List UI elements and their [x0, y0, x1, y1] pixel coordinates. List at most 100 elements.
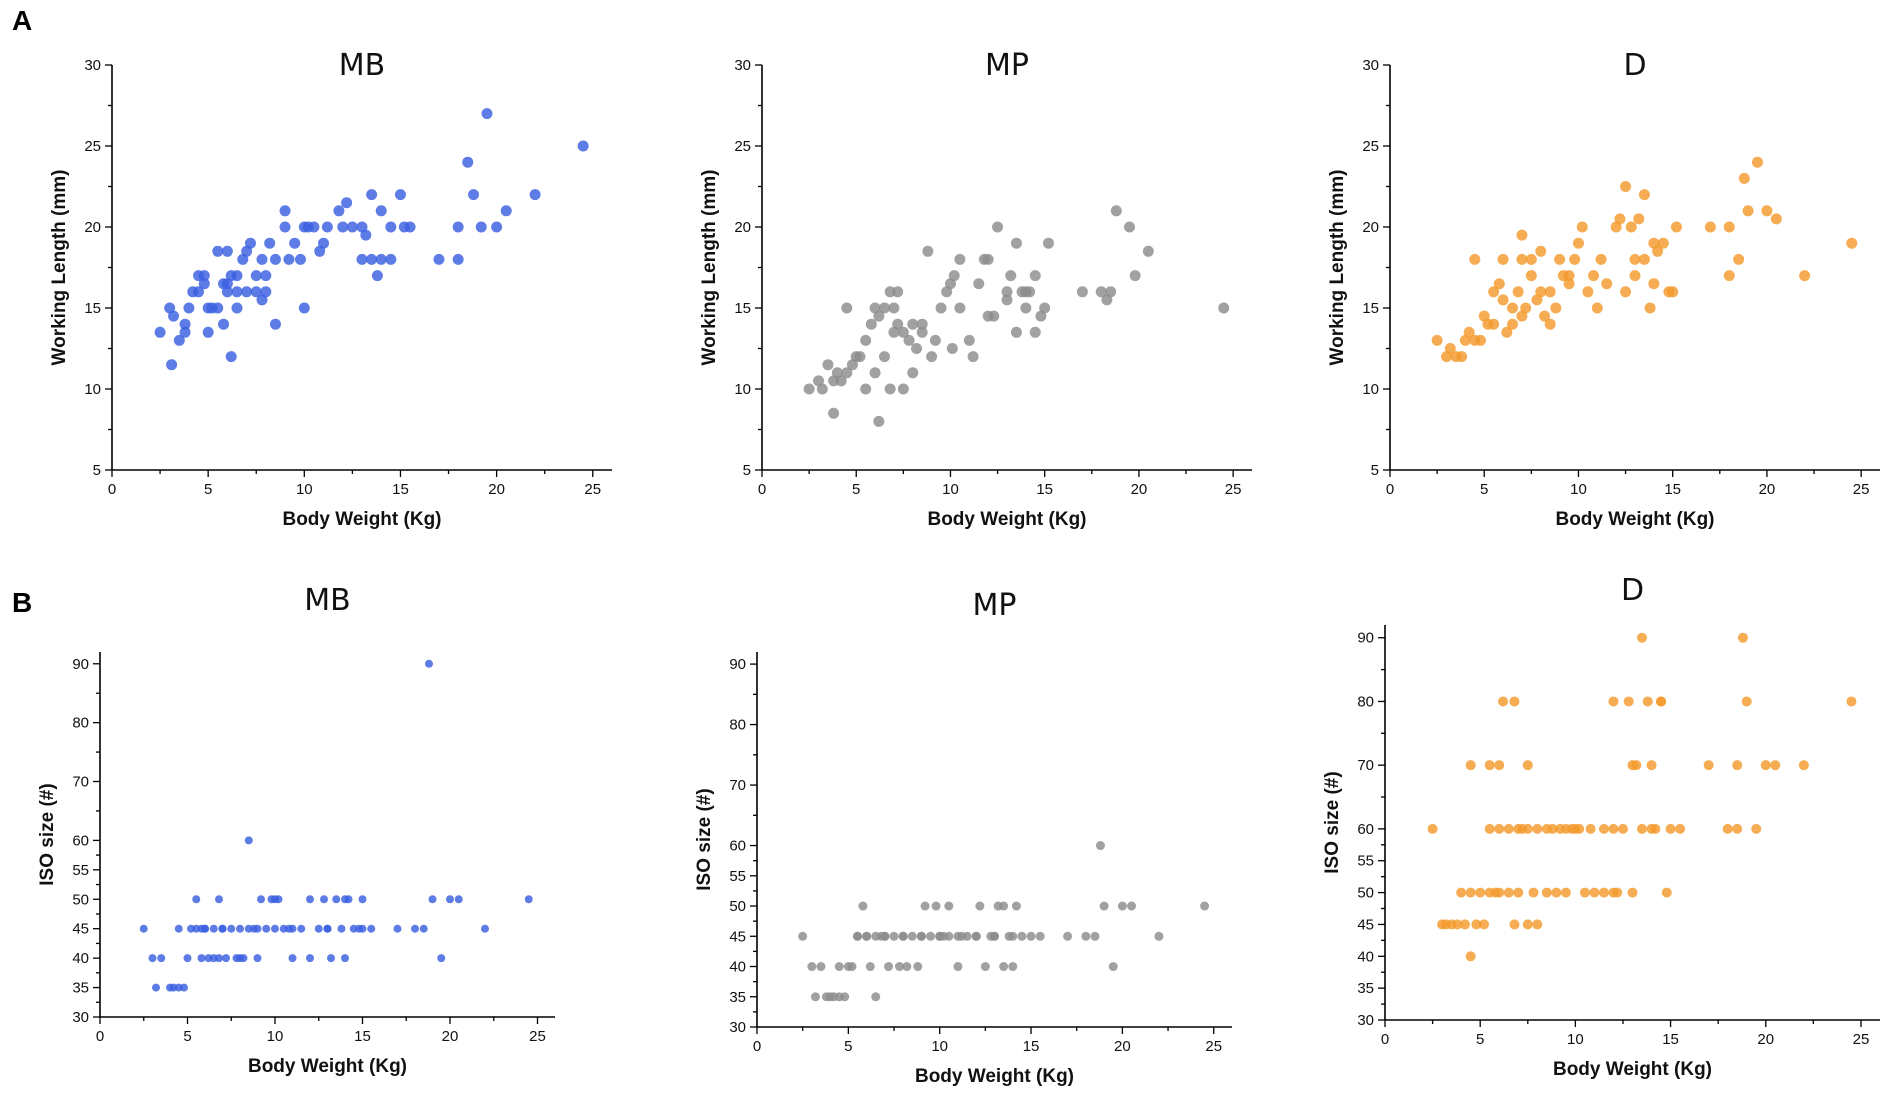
data-point — [860, 334, 872, 346]
data-point — [1620, 181, 1632, 192]
data-point — [332, 895, 341, 904]
y-tick-label: 45 — [729, 928, 746, 945]
data-point — [446, 895, 454, 904]
data-point — [183, 954, 192, 963]
data-point — [1017, 931, 1027, 941]
data-point — [897, 383, 909, 395]
data-point — [236, 954, 244, 963]
data-point — [1218, 302, 1230, 314]
x-tick-label: 10 — [1570, 481, 1587, 498]
data-point — [1642, 696, 1653, 707]
x-tick-label: 20 — [1114, 1038, 1131, 1055]
data-point — [1501, 326, 1513, 338]
data-point — [154, 326, 166, 338]
data-point — [1494, 823, 1505, 834]
data-point — [1512, 286, 1524, 298]
data-point — [911, 343, 923, 354]
data-point — [935, 931, 945, 941]
x-tick-label: 5 — [844, 1038, 852, 1055]
data-point — [288, 924, 297, 933]
x-tick-label: 20 — [1757, 1031, 1774, 1048]
y-tick-label: 15 — [734, 300, 751, 317]
x-tick-label: 25 — [529, 1028, 546, 1045]
data-point — [452, 253, 464, 265]
data-point — [1752, 156, 1763, 168]
data-point — [935, 302, 947, 314]
y-axis-label: ISO size (#) — [1322, 771, 1343, 873]
data-point — [840, 992, 850, 1002]
data-point — [577, 140, 589, 152]
data-point — [1582, 286, 1594, 298]
data-point — [1465, 951, 1476, 962]
y-tick-label: 30 — [729, 1019, 746, 1036]
data-point — [1498, 696, 1509, 707]
data-point — [308, 221, 320, 233]
data-point — [320, 895, 328, 904]
data-point — [1732, 760, 1743, 771]
data-point — [992, 221, 1004, 233]
data-point — [1661, 887, 1672, 898]
data-point — [1516, 253, 1528, 265]
data-point — [279, 221, 291, 233]
data-point — [174, 924, 183, 933]
data-point — [385, 221, 397, 233]
data-point — [869, 367, 881, 379]
data-point — [1799, 270, 1811, 282]
y-tick-label: 35 — [729, 989, 746, 1006]
data-point — [346, 221, 358, 233]
data-point — [907, 367, 919, 379]
x-tick-label: 0 — [1381, 1031, 1389, 1048]
y-axis-label: ISO size (#) — [37, 783, 58, 885]
data-point — [807, 962, 817, 972]
data-point — [1737, 632, 1748, 643]
data-point — [948, 270, 960, 282]
data-point — [231, 270, 243, 282]
data-point — [337, 924, 346, 933]
data-point — [1629, 253, 1641, 265]
data-point — [1525, 270, 1537, 282]
data-point — [1507, 302, 1518, 314]
x-tick-label: 0 — [758, 481, 766, 498]
data-point — [953, 962, 963, 972]
y-tick-label: 10 — [1362, 381, 1379, 398]
data-point — [366, 253, 378, 265]
x-tick-label: 20 — [488, 481, 505, 498]
data-point — [183, 302, 195, 314]
data-point — [358, 895, 367, 904]
data-point — [1637, 632, 1648, 643]
y-tick-label: 60 — [1357, 821, 1374, 838]
data-point — [1497, 253, 1509, 265]
y-axis-label: Working Length (mm) — [49, 170, 70, 366]
data-point — [1535, 286, 1547, 298]
data-point — [865, 318, 877, 330]
x-axis-label: Body Weight (Kg) — [915, 1066, 1074, 1087]
data-point — [1563, 270, 1575, 282]
data-point — [256, 294, 268, 306]
y-tick-label: 15 — [84, 300, 101, 317]
data-point — [954, 302, 966, 314]
data-point — [367, 924, 376, 933]
data-point — [1554, 253, 1566, 265]
data-point — [884, 286, 896, 298]
chart-b-d: D 0 5 10 15 20 25 30 35 40 45 50 55 60 70 80 90 Body Weig… — [1322, 573, 1880, 1080]
data-point — [1670, 221, 1682, 233]
data-point — [192, 895, 201, 904]
data-point — [202, 326, 214, 338]
data-point — [920, 901, 930, 911]
data-point — [895, 962, 904, 972]
data-point — [1598, 823, 1609, 834]
y-tick-label: 10 — [84, 381, 101, 398]
x-tick-label: 15 — [392, 481, 409, 498]
data-point — [1465, 760, 1476, 771]
data-point — [1675, 823, 1686, 834]
x-tick-label: 25 — [1205, 1038, 1222, 1055]
x-tick-label: 5 — [1476, 1031, 1484, 1048]
data-point — [1652, 245, 1664, 257]
data-point — [360, 229, 372, 241]
data-point — [1029, 270, 1041, 282]
data-point — [990, 931, 999, 941]
data-point — [1742, 205, 1754, 217]
data-point — [236, 924, 244, 933]
data-point — [946, 343, 958, 354]
